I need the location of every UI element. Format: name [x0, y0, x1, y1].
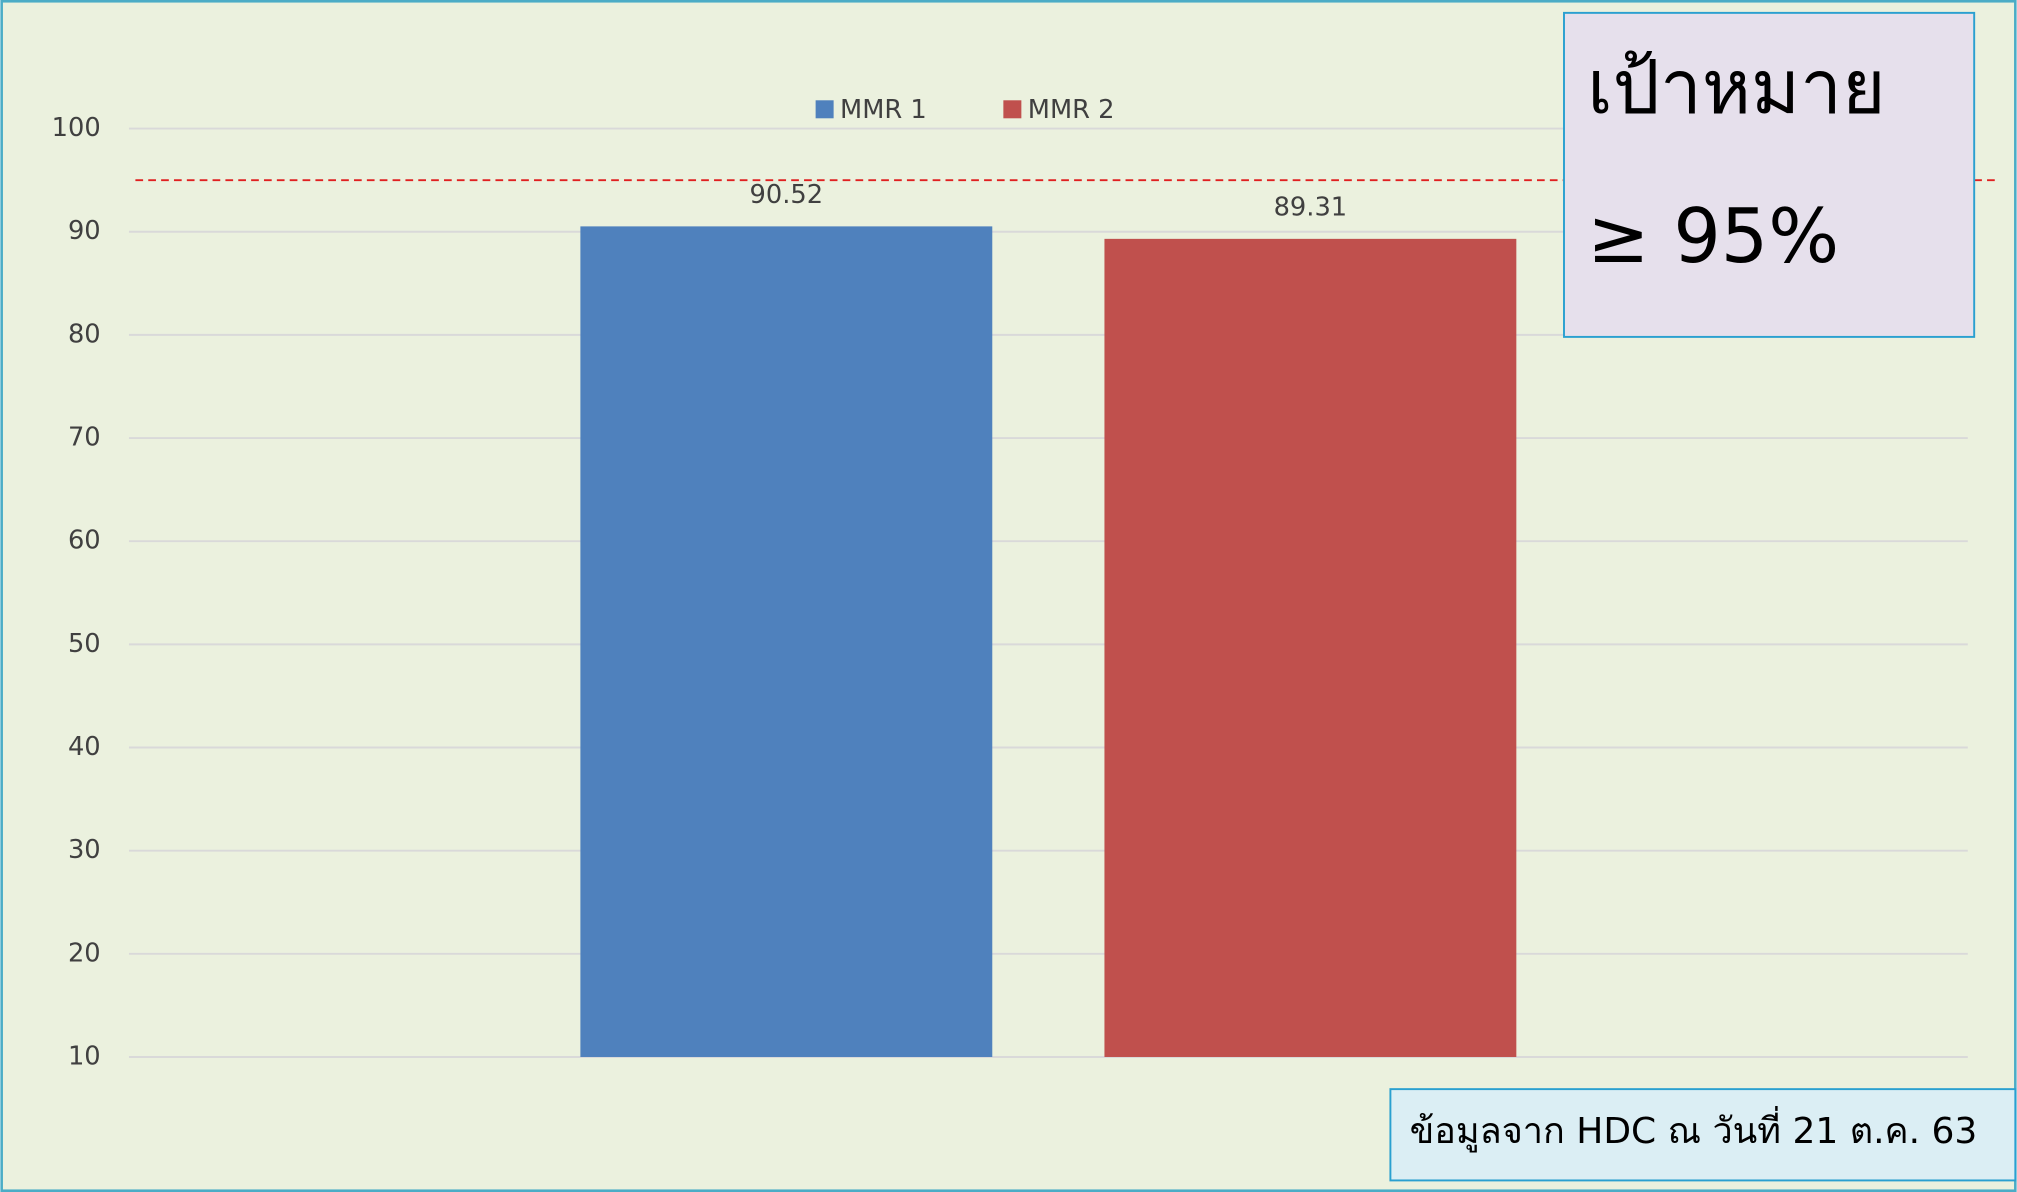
target-label: เป้าหมาย — [1587, 44, 1886, 131]
y-tick-label: 100 — [52, 113, 101, 143]
legend-swatch — [815, 100, 834, 119]
y-tick-label: 50 — [68, 629, 101, 659]
bar — [1104, 238, 1517, 1057]
source-box — [1389, 1088, 2017, 1182]
y-tick-label: 90 — [68, 216, 101, 246]
y-tick-label: 70 — [68, 423, 101, 453]
target-box — [1563, 11, 1976, 338]
legend-label: MMR 2 — [1028, 95, 1115, 125]
y-tick-label: 30 — [68, 835, 101, 865]
y-tick-label: 10 — [68, 1041, 101, 1071]
bar — [580, 226, 993, 1057]
target-value: ≥ 95% — [1587, 193, 1839, 280]
data-label: 89.31 — [1274, 192, 1348, 222]
legend-swatch — [1003, 100, 1022, 119]
y-tick-label: 40 — [68, 732, 101, 762]
y-tick-label: 20 — [68, 938, 101, 968]
legend-label: MMR 1 — [840, 95, 927, 125]
y-tick-label: 60 — [68, 526, 101, 556]
y-tick-label: 80 — [68, 319, 101, 349]
source-note: ข้อมูลจาก HDC ณ วันที่ 21 ต.ค. 63 — [1410, 1106, 1978, 1153]
data-label: 90.52 — [750, 180, 824, 210]
